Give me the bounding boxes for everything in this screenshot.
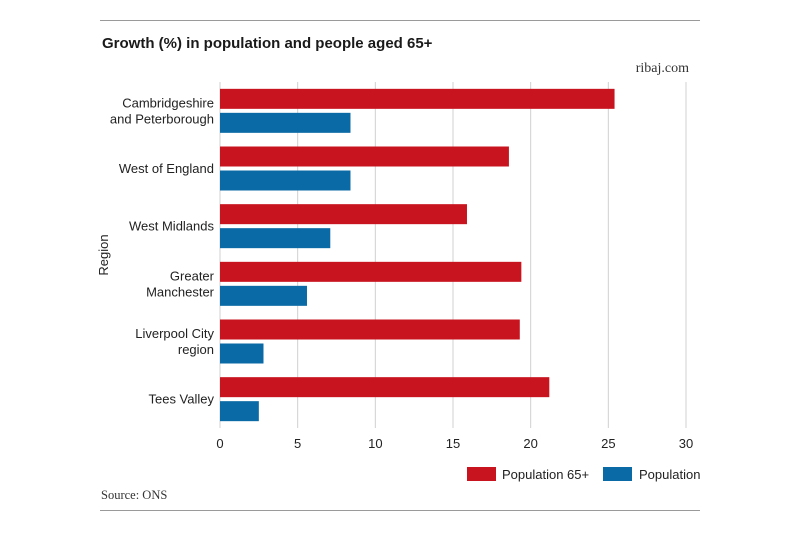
- category-label-line: West Midlands: [129, 219, 215, 234]
- legend-label: Population: [639, 467, 700, 482]
- bar: [220, 377, 550, 398]
- category-label-line: region: [178, 342, 214, 357]
- source-note: Source: ONS: [101, 488, 168, 502]
- category-label: West of England: [119, 161, 214, 176]
- top-rule: [100, 20, 700, 21]
- legend-swatch: [603, 467, 632, 481]
- category-label: Liverpool City region: [135, 326, 214, 357]
- category-label-line: West of England: [119, 161, 214, 176]
- bar: [220, 170, 351, 191]
- bar: [220, 261, 522, 282]
- category-label-line: Greater: [170, 268, 215, 283]
- bars: [220, 88, 615, 422]
- category-label-line: and Peterborough: [110, 111, 214, 126]
- category-labels: Cambridgeshire and Peterborough West of En…: [110, 95, 215, 406]
- bar: [220, 204, 467, 225]
- bar: [220, 285, 307, 306]
- category-label-line: Tees Valley: [148, 392, 214, 407]
- bar: [220, 228, 331, 249]
- x-tick-label: 30: [679, 436, 693, 451]
- x-tick-label: 20: [523, 436, 537, 451]
- legend-label: Population 65+: [502, 467, 589, 482]
- legend-swatch: [467, 467, 496, 481]
- bottom-rule: [100, 510, 700, 511]
- category-label-line: Liverpool City: [135, 326, 214, 341]
- category-label-line: Cambridgeshire: [122, 95, 214, 110]
- chart-title: Growth (%) in population and people aged…: [102, 35, 433, 52]
- x-tick-label: 5: [294, 436, 301, 451]
- bar: [220, 146, 509, 167]
- bar: [220, 343, 264, 364]
- x-tick-label: 25: [601, 436, 615, 451]
- x-tick-label: 15: [446, 436, 460, 451]
- category-label: Tees Valley: [148, 392, 214, 407]
- legend: Population 65+ Population: [467, 467, 700, 482]
- gridlines: [219, 82, 687, 428]
- x-tick-labels: 0 5 10 15 20 25 30: [216, 436, 693, 451]
- category-label: West Midlands: [129, 219, 215, 234]
- bar: [220, 401, 259, 422]
- category-label: Greater Manchester: [146, 268, 215, 299]
- bar: [220, 319, 520, 340]
- site-credit: ribaj.com: [635, 61, 689, 76]
- bar: [220, 112, 351, 133]
- category-label-line: Manchester: [146, 284, 215, 299]
- y-axis-label: Region: [96, 234, 111, 275]
- x-tick-label: 0: [216, 436, 223, 451]
- x-tick-label: 10: [368, 436, 382, 451]
- category-label: Cambridgeshire and Peterborough: [110, 95, 214, 126]
- bar: [220, 88, 615, 109]
